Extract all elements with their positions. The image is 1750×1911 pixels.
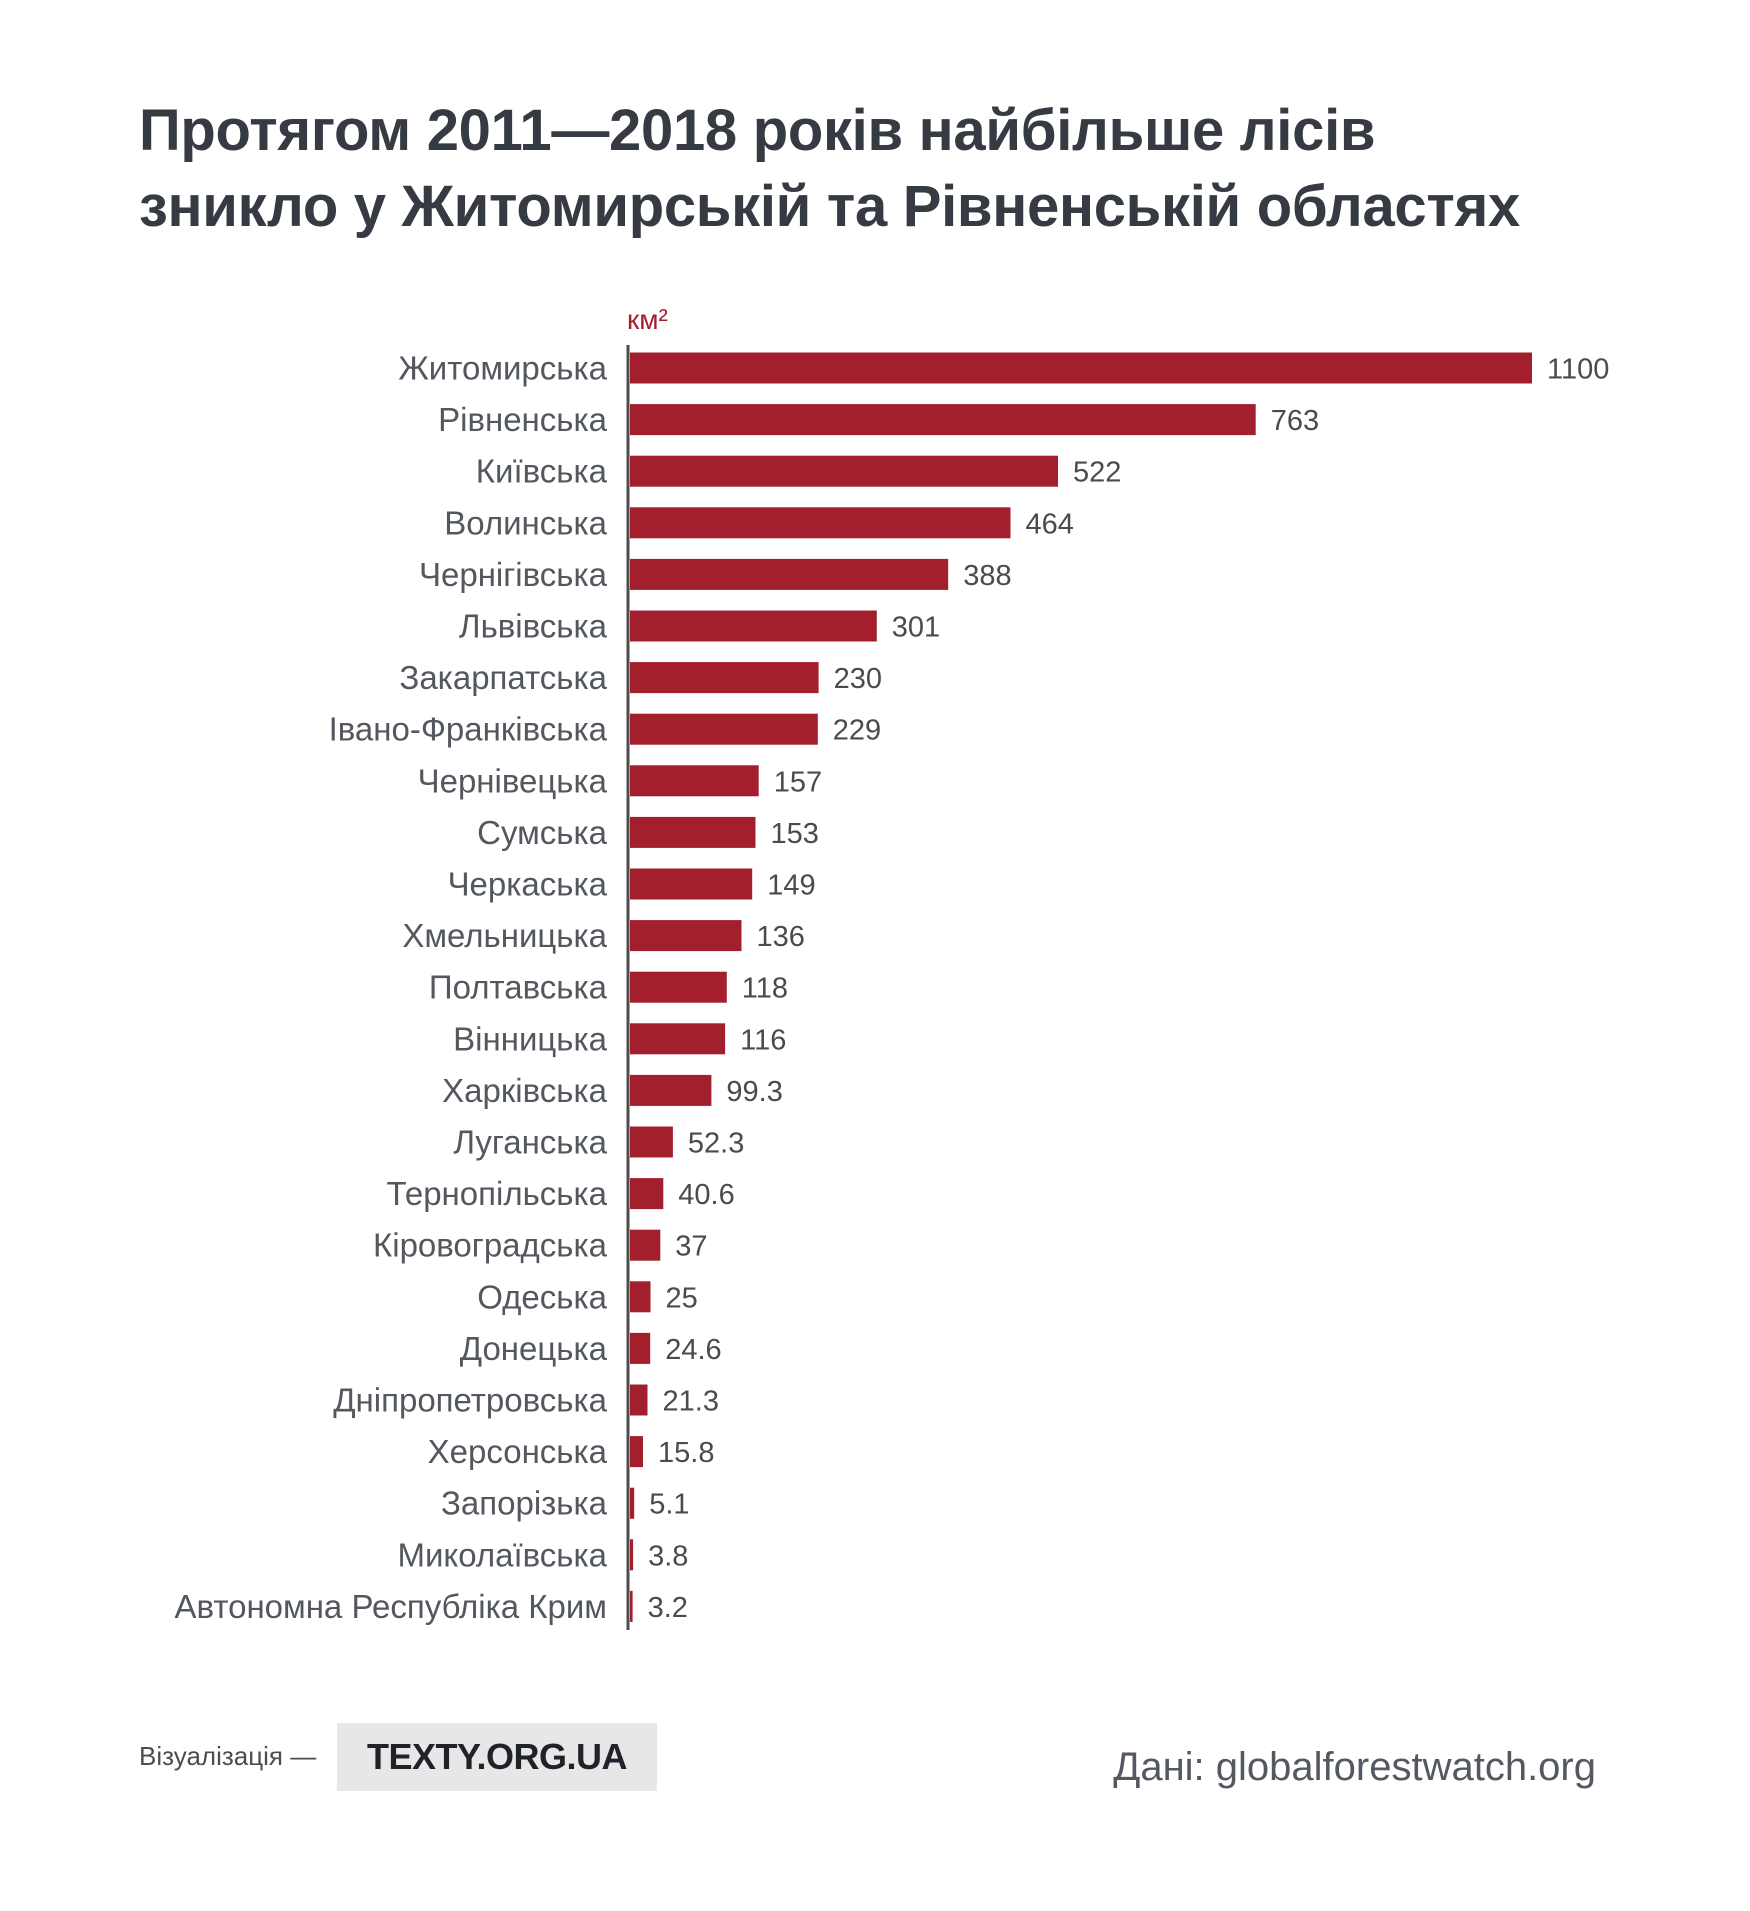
category-label: Житомирська (398, 350, 607, 387)
category-label: Волинська (444, 504, 607, 541)
value-label: 37 (675, 1231, 707, 1263)
bar (630, 1539, 634, 1571)
category-label: Закарпатська (399, 659, 607, 696)
category-label: Миколаївська (397, 1536, 607, 1573)
value-label: 40.6 (678, 1179, 734, 1211)
bar (630, 662, 819, 694)
value-label: 24.6 (665, 1334, 721, 1366)
title-line-1: Протягом 2011—2018 років найбільше лісів (139, 98, 1376, 163)
category-label: Харківська (442, 1072, 608, 1109)
value-label: 3.2 (648, 1592, 688, 1624)
category-label: Автономна Республіка Крим (175, 1588, 607, 1625)
value-label: 229 (833, 715, 881, 747)
value-label: 5.1 (649, 1489, 689, 1521)
value-label: 522 (1073, 457, 1121, 489)
value-label: 21.3 (663, 1386, 719, 1418)
texty-logo: TEXTY.ORG.UA (337, 1723, 657, 1791)
value-label: 116 (740, 1024, 786, 1056)
bar (630, 1436, 643, 1468)
category-label: Кіровоградська (373, 1227, 608, 1264)
category-label: Донецька (460, 1330, 608, 1367)
category-label: Рівненська (438, 401, 608, 438)
value-label: 25 (666, 1282, 698, 1314)
bar (630, 920, 742, 952)
category-label: Запорізька (441, 1485, 608, 1522)
category-label: Одеська (477, 1278, 607, 1315)
value-label: 157 (774, 766, 822, 798)
category-label: Київська (476, 453, 608, 490)
bar (630, 1590, 633, 1622)
value-label: 3.8 (648, 1540, 688, 1572)
bar (630, 868, 753, 900)
visualization-credit: Візуалізація — (139, 1741, 317, 1771)
bar (630, 1229, 661, 1261)
bar (630, 1126, 673, 1158)
bar (630, 455, 1058, 487)
category-label: Чернівецька (418, 762, 608, 799)
bar (630, 1074, 712, 1106)
category-label: Дніпропетровська (333, 1382, 607, 1419)
value-label: 118 (742, 973, 788, 1005)
bar (630, 816, 756, 848)
category-label: Тернопільська (387, 1175, 608, 1212)
value-label: 153 (771, 818, 819, 850)
bar (630, 1178, 664, 1210)
value-label: 1100 (1547, 354, 1609, 386)
data-source: Дані: globalforestwatch.org (1113, 1745, 1596, 1789)
value-label: 52.3 (688, 1128, 744, 1160)
bar (630, 1023, 726, 1055)
value-label: 99.3 (726, 1076, 782, 1108)
bar (630, 507, 1011, 539)
unit-label: км² (627, 304, 668, 335)
category-label: Сумська (477, 814, 608, 851)
value-label: 464 (1026, 508, 1074, 540)
category-label: Полтавська (429, 969, 608, 1006)
value-label: 388 (963, 560, 1011, 592)
value-label: 763 (1271, 405, 1319, 437)
value-label: 230 (834, 663, 882, 695)
category-label: Херсонська (428, 1433, 608, 1470)
value-label: 301 (892, 612, 940, 644)
category-label: Львівська (459, 608, 608, 645)
category-label: Чернігівська (419, 556, 608, 593)
value-label: 136 (757, 921, 805, 953)
bar (630, 713, 818, 745)
bar (630, 1487, 635, 1519)
bar-chart: км² Житомирська 1100 Рівненська 763 Київська 5… (175, 304, 1609, 1630)
bar (630, 610, 877, 642)
bar (630, 1281, 651, 1313)
category-label: Івано-Франківська (329, 711, 608, 748)
value-label: 15.8 (658, 1437, 714, 1469)
bar (630, 971, 727, 1003)
bar (630, 1384, 648, 1416)
bar (630, 352, 1532, 384)
category-label: Хмельницька (402, 917, 607, 954)
value-label: 149 (767, 870, 815, 902)
title-line-2: зникло у Житомирській та Рівненській обл… (139, 174, 1520, 239)
bar (630, 1332, 651, 1364)
bar (630, 558, 949, 590)
bar (630, 404, 1256, 436)
chart-title: Протягом 2011—2018 років найбільше лісів… (139, 93, 1520, 245)
category-label: Луганська (453, 1124, 607, 1161)
category-label: Черкаська (448, 866, 608, 903)
category-label: Вінницька (453, 1020, 607, 1057)
bar (630, 765, 759, 797)
